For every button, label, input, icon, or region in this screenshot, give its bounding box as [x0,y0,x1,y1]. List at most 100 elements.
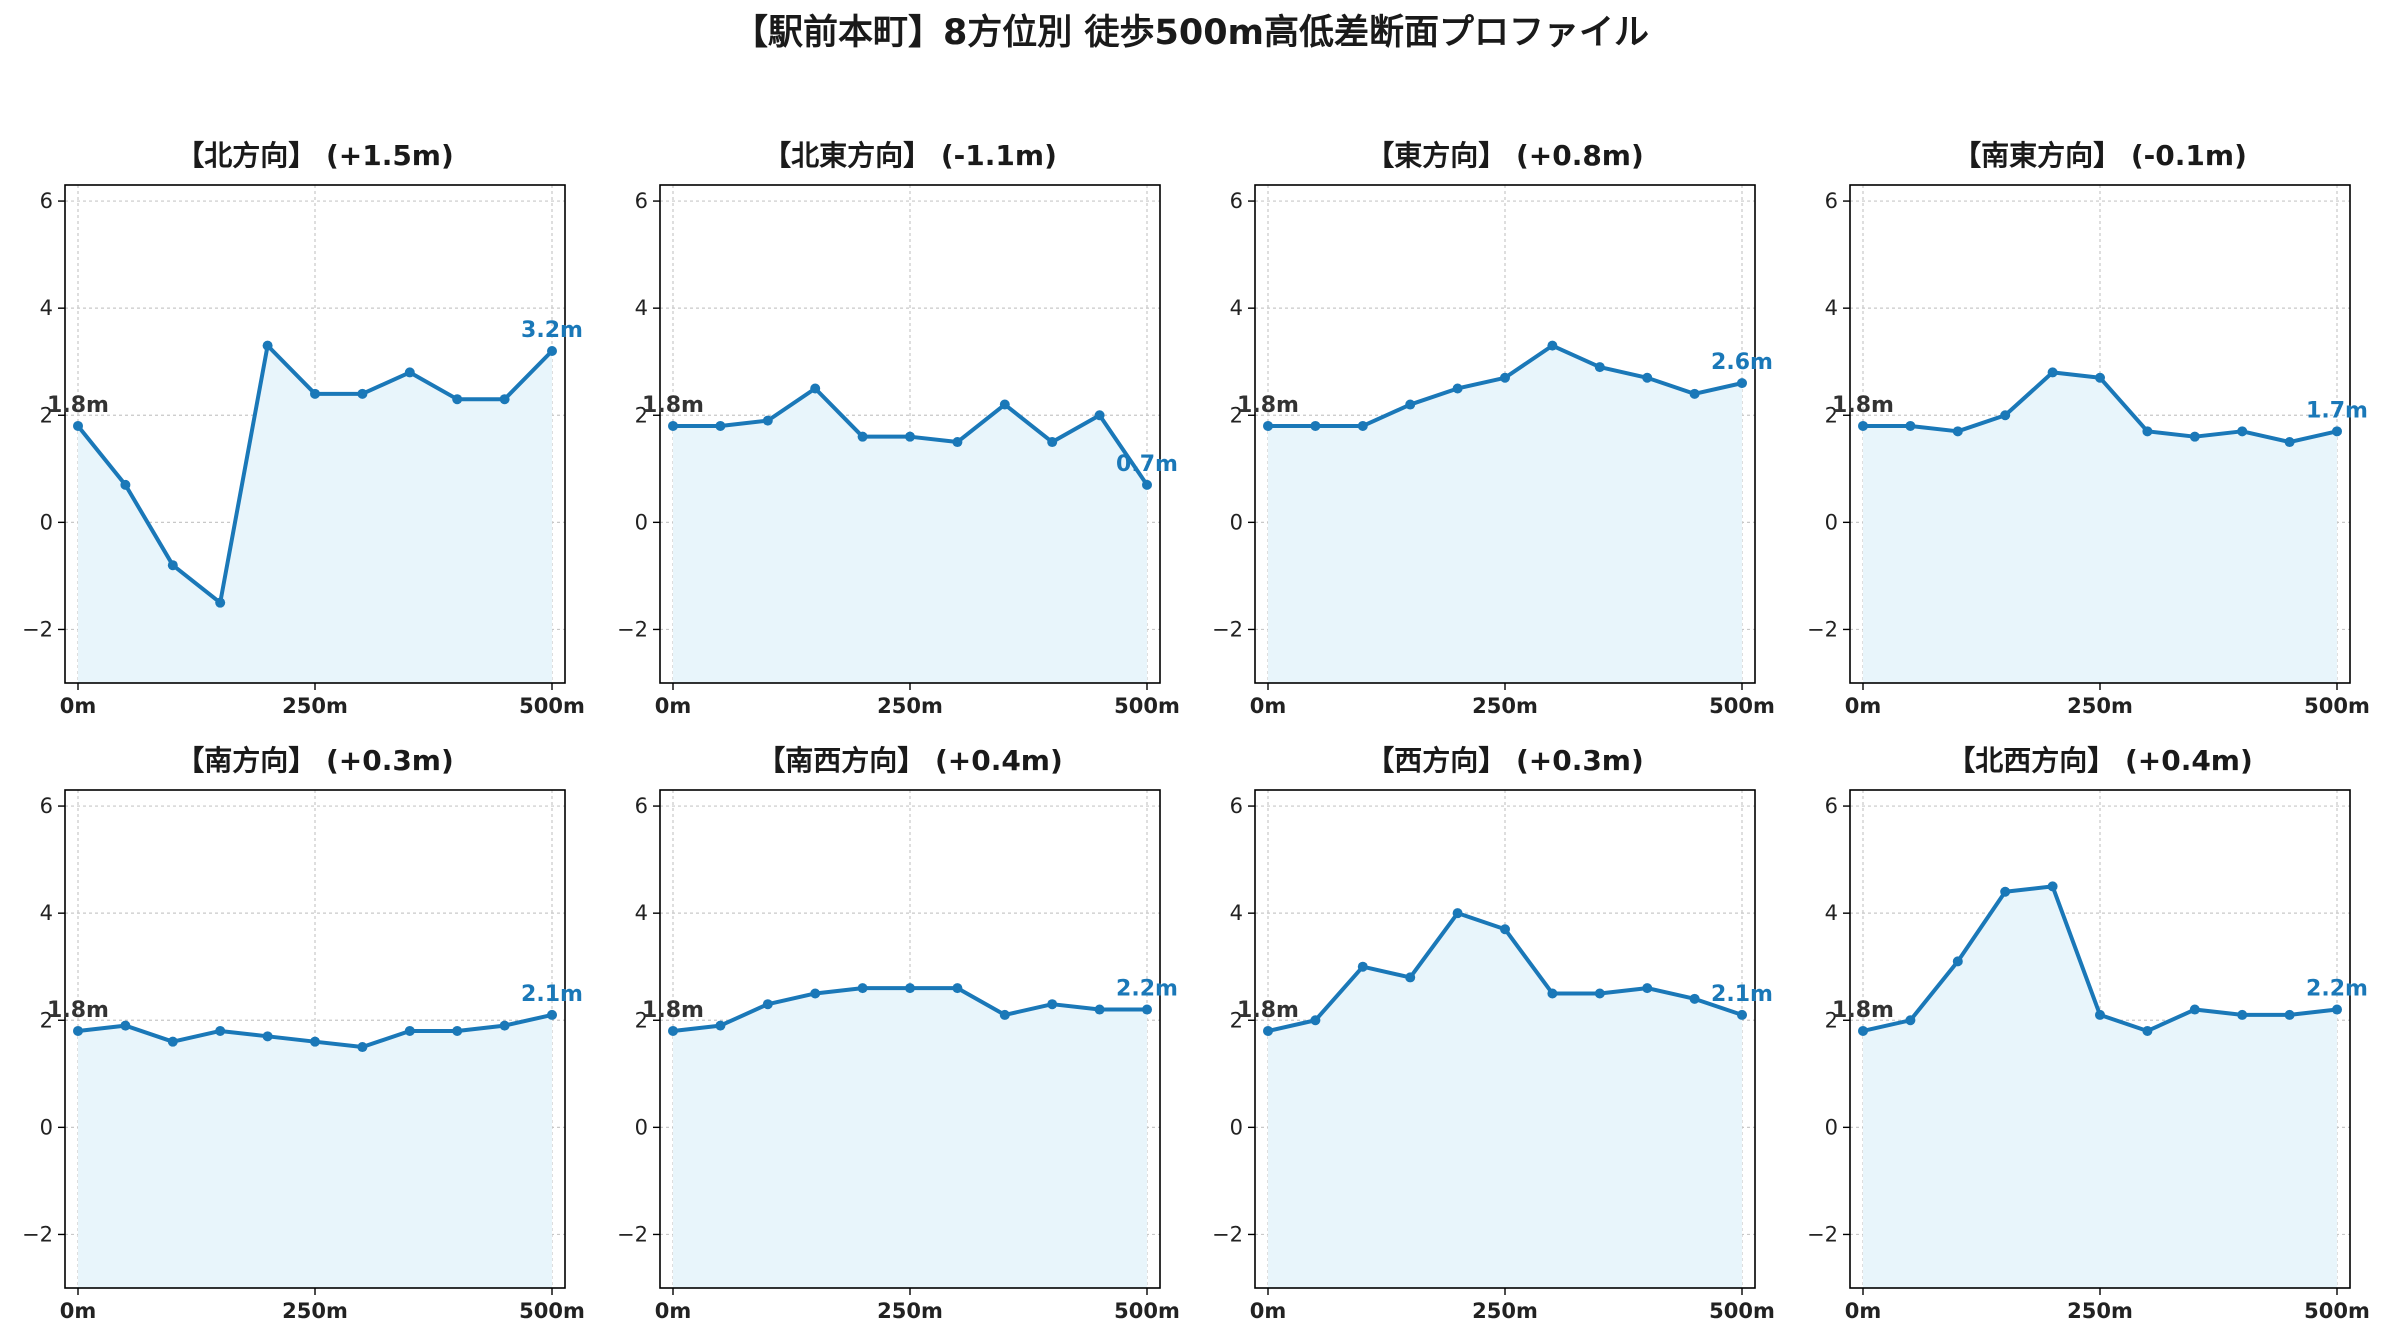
y-tick-label: 2 [40,1008,53,1032]
end-elevation-label: 0.7m [1116,452,1178,477]
x-tick-label: 0m [655,694,692,718]
x-tick-label: 0m [1250,694,1287,718]
y-tick-label: 0 [635,1115,648,1139]
elevation-point [499,394,510,405]
elevation-point [1858,1025,1868,1036]
elevation-point [668,420,678,431]
y-tick-label: 4 [40,296,53,320]
elevation-point [73,420,83,431]
elevation-point [2000,886,2011,897]
x-tick-label: 250m [877,1299,943,1323]
elevation-point [2332,426,2342,437]
elevation-point [715,420,726,431]
x-tick-label: 500m [2304,694,2370,718]
start-elevation-label: 1.8m [1237,998,1299,1023]
y-tick-label: 6 [1825,794,1838,818]
end-elevation-label: 2.1m [1711,982,1773,1007]
elevation-point [857,431,868,442]
elevation-point [1594,988,1605,999]
start-elevation-label: 1.8m [642,393,704,418]
y-tick-label: 6 [635,189,648,213]
elevation-point [2284,437,2295,448]
profile-panel: 【西方向】 (+0.3m) −2 0 2 4 6 0m 250m 500m 1.8m 2.1m [1212,744,1775,1323]
elevation-point [1642,372,1653,383]
start-elevation-label: 1.8m [1832,998,1894,1023]
profile-panel: 【東方向】 (+0.8m) −2 0 2 4 6 0m 250m 500m 1.8m 2.6m [1212,139,1775,718]
x-tick-label: 500m [1709,1299,1775,1323]
y-tick-label: −2 [22,617,53,641]
elevation-point [2332,1004,2342,1015]
profile-panel: 【南方向】 (+0.3m) −2 0 2 4 6 0m 250m 500m 1.8m 2.1m [22,744,585,1323]
elevation-point [1094,1004,1105,1015]
elevation-point [857,983,868,994]
end-elevation-label: 2.1m [521,982,583,1007]
elevation-point [215,1025,226,1036]
elevation-point [1357,420,1368,431]
profile-panel: 【北西方向】 (+0.4m) −2 0 2 4 6 0m 250m 500m 1.8m 2.2m [1807,744,2370,1323]
elevation-area [1863,886,2337,1288]
x-tick-label: 250m [2067,694,2133,718]
x-tick-label: 0m [1250,1299,1287,1323]
y-tick-label: −2 [617,617,648,641]
panel-title: 【南東方向】 (-0.1m) [1953,139,2247,172]
elevation-point [262,1031,273,1042]
y-tick-label: −2 [1807,1222,1838,1246]
elevation-point [73,1025,83,1036]
end-elevation-label: 1.7m [2306,398,2368,423]
start-elevation-label: 1.8m [47,998,109,1023]
elevation-point [1357,961,1368,972]
figure-title: 【駅前本町】8方位別 徒歩500m高低差断面プロファイル [733,13,1649,53]
x-tick-label: 250m [282,1299,348,1323]
panel-title: 【北方向】 (+1.5m) [176,139,454,172]
elevation-point [2142,1025,2153,1036]
elevation-point [668,1025,678,1036]
elevation-point [905,983,915,994]
y-tick-label: 2 [1230,403,1243,427]
elevation-point [2047,881,2058,892]
elevation-point [2000,410,2011,421]
elevation-area [1863,372,2337,683]
elevation-point [2095,372,2105,383]
start-elevation-label: 1.8m [642,998,704,1023]
x-tick-label: 250m [1472,1299,1538,1323]
x-tick-label: 500m [519,1299,585,1323]
y-tick-label: 0 [1825,510,1838,534]
elevation-area [78,345,552,683]
x-tick-label: 0m [1845,1299,1882,1323]
y-tick-label: 0 [40,510,53,534]
start-elevation-label: 1.8m [47,393,109,418]
x-tick-label: 0m [1845,694,1882,718]
elevation-point [2237,1009,2248,1020]
elevation-point [952,437,963,448]
y-tick-label: 4 [1230,901,1243,925]
start-elevation-label: 1.8m [1237,393,1299,418]
elevation-point [1547,340,1558,351]
elevation-area [78,1014,552,1288]
y-tick-label: 4 [40,901,53,925]
elevation-point [262,340,273,351]
elevation-point [357,1042,368,1053]
elevation-point [1689,388,1700,399]
y-tick-label: 4 [635,901,648,925]
elevation-point [1952,426,1963,437]
profile-panel: 【北方向】 (+1.5m) −2 0 2 4 6 0m 250m 500m 1.8m 3.2m [22,139,585,718]
y-tick-label: 2 [1825,1008,1838,1032]
elevation-point [762,415,773,426]
elevation-point [1452,383,1463,394]
profile-panel: 【北東方向】 (-1.1m) −2 0 2 4 6 0m 250m 500m 1.8m 0.7m [617,139,1180,718]
elevation-point [1500,924,1510,935]
y-tick-label: 0 [635,510,648,534]
x-tick-label: 500m [1114,1299,1180,1323]
y-tick-label: 2 [40,403,53,427]
panel-title: 【南方向】 (+0.3m) [176,744,454,777]
elevation-point [1858,420,1868,431]
elevation-point [357,388,368,399]
elevation-point [1737,1009,1747,1020]
elevation-point [1905,420,1916,431]
y-tick-label: −2 [617,1222,648,1246]
elevation-point [1405,399,1416,410]
y-tick-label: 6 [1230,189,1243,213]
x-tick-label: 500m [519,694,585,718]
elevation-point [999,399,1010,410]
